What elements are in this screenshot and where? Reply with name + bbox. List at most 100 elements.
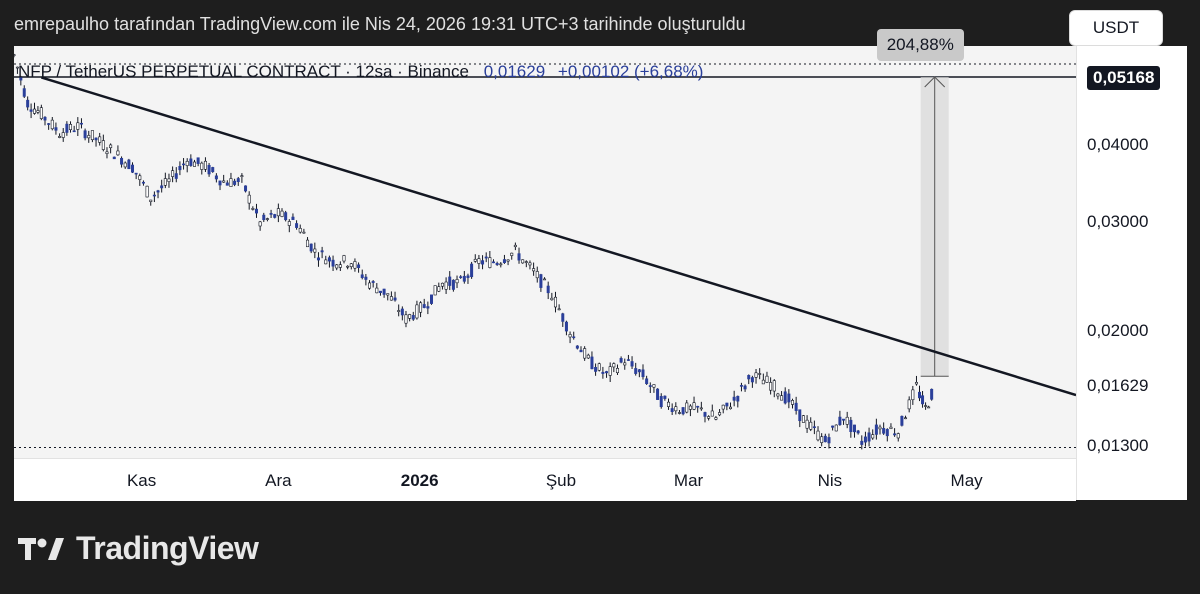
price-chart-svg[interactable] (12, 46, 1077, 458)
candle-body (397, 310, 401, 312)
candle-body (579, 349, 583, 353)
candle-body (765, 375, 769, 383)
candle-body (262, 214, 266, 221)
candle-body (240, 175, 244, 177)
candle-body (109, 144, 113, 149)
candle-body (134, 172, 138, 175)
candle-body (761, 379, 765, 385)
candle-body (466, 275, 470, 278)
candle-body (743, 385, 747, 390)
price-scale[interactable]: 0,05168 0,04000 0,03000 0,02000 0,01629 0,013… (1076, 46, 1187, 500)
candle-body (116, 150, 120, 156)
candle-body (568, 334, 572, 338)
time-tick-6: May (950, 471, 983, 490)
candle-body (863, 436, 867, 443)
candle-body (141, 181, 145, 184)
candle-body (911, 389, 915, 401)
price-tick-3: 0,02000 (1087, 320, 1149, 340)
candle-body (900, 415, 904, 426)
candle-body (561, 313, 565, 322)
candle-body (26, 99, 30, 108)
candle-body (484, 256, 488, 259)
candle-body (72, 130, 76, 133)
price-tick-5: 0,01300 (1087, 436, 1149, 456)
candle-body (83, 130, 87, 139)
candle-body (930, 388, 934, 400)
candle-body (663, 395, 667, 399)
candle-body (714, 417, 718, 420)
candle-body (225, 182, 229, 186)
candle-body (532, 268, 536, 272)
candle-body (780, 395, 784, 401)
candle-body (36, 110, 40, 113)
candle-body (393, 297, 397, 301)
candle-body (652, 384, 656, 388)
candle-body (94, 137, 98, 141)
candle-body (371, 281, 375, 283)
candle-body (557, 308, 561, 311)
candle-body (696, 405, 700, 408)
candle-body (251, 208, 255, 210)
candle-body (15, 66, 19, 69)
candle-body (233, 180, 237, 185)
candle-body (178, 166, 182, 171)
candle-body (867, 432, 871, 442)
candle-body (601, 371, 605, 374)
candle-body (605, 371, 609, 374)
candle-body (287, 221, 291, 226)
candle-body (608, 366, 612, 376)
candle-body (539, 274, 543, 288)
candle-body (174, 173, 178, 179)
candle-body (54, 127, 58, 131)
candle-body (754, 372, 758, 378)
candle-body (33, 108, 37, 114)
candle-body (58, 136, 62, 138)
candle-body (747, 375, 751, 380)
candle-body (192, 161, 196, 167)
candle-body (725, 402, 729, 407)
candle-body (924, 405, 928, 407)
candle-body (433, 285, 437, 296)
candle-body (214, 175, 218, 180)
candle-body (729, 406, 733, 410)
candle-body (499, 263, 503, 266)
candle-body (927, 406, 931, 409)
candle-body (87, 135, 91, 139)
candle-body (896, 433, 900, 439)
candle-body (831, 425, 835, 428)
candle-body (280, 210, 284, 217)
candle-body (171, 170, 175, 177)
legend-last-price: 0,01629 (483, 62, 546, 81)
time-scale[interactable]: Kas Ara 2026 Şub Mar Nis May (14, 458, 1076, 501)
candle-body (43, 116, 47, 121)
candle-body (488, 257, 492, 268)
chart-caption: emrepaulho tarafından TradingView.com il… (14, 14, 746, 34)
candle-body (12, 54, 16, 56)
time-tick-3: Şub (545, 471, 577, 490)
candle-body (123, 162, 127, 168)
price-tick-2: 0,03000 (1087, 211, 1149, 231)
candle-body (411, 315, 415, 320)
candle-body (112, 156, 116, 160)
currency-button[interactable]: USDT (1069, 10, 1163, 46)
candle-body (302, 231, 306, 234)
candle-body (368, 282, 372, 289)
candle-body (50, 119, 54, 130)
tradingview-brand: TradingView (18, 530, 259, 567)
candle-body (247, 194, 251, 204)
candle-body (61, 132, 65, 138)
candle-body (648, 385, 652, 387)
candle-body (845, 416, 849, 425)
candle-body (495, 262, 499, 266)
candle-body (378, 290, 382, 293)
candle-body (258, 221, 262, 227)
candle-body (269, 213, 273, 215)
candle-body (772, 380, 776, 392)
plot-area[interactable]: NFP / TetherUS PERPETUAL CONTRACT · 12sa… (12, 28, 1077, 458)
candle-body (306, 239, 310, 248)
candle-body (229, 178, 233, 187)
candle-body (750, 377, 754, 383)
candle-body (634, 368, 638, 374)
candle-body (659, 396, 663, 408)
time-tick-4: Mar (673, 471, 704, 490)
